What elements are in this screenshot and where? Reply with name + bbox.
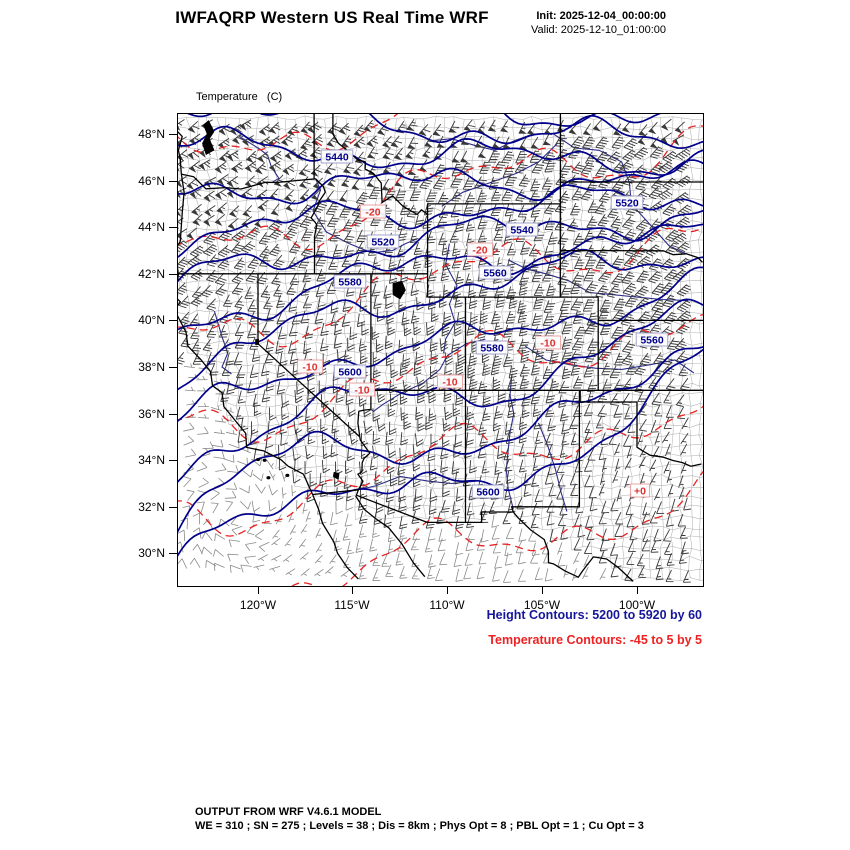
svg-text:-10: -10 [302,362,317,374]
contour-label: -10 [436,374,464,389]
init-time: Init: 2025-12-04_00:00:00 [536,10,666,22]
svg-text:5580: 5580 [480,343,504,355]
state-borders [178,114,703,582]
lon-tick [637,586,639,594]
contour-label: 5600 [471,484,505,499]
svg-text:5560: 5560 [640,335,664,347]
contour-label: -10 [348,382,376,397]
lat-tick [169,553,177,555]
lat-tick [169,507,177,509]
weather-map: 5440 5520 5540 5520 5560 5580 5560 5580 5600 5600… [177,113,704,587]
lat-tick [169,320,177,322]
contour-label: 5560 [478,265,512,280]
lat-tick-label: 40°N [138,313,165,327]
lat-tick [169,181,177,183]
footer-model-line: OUTPUT FROM WRF V4.6.1 MODEL [195,806,382,818]
contour-label: -10 [534,335,562,350]
svg-text:-10: -10 [540,338,555,350]
lon-tick [258,586,260,594]
height-contours-caption: Height Contours: 5200 to 5920 by 60 [486,608,702,622]
lat-tick [169,134,177,136]
contour-label: 5580 [475,340,509,355]
contour-label: -20 [466,242,494,257]
svg-text:5540: 5540 [510,225,534,237]
lat-tick-label: 34°N [138,453,165,467]
lat-tick-label: 36°N [138,407,165,421]
lon-tick-label: 110°W [429,598,465,612]
contour-label: 5440 [320,149,354,164]
lat-tick-label: 32°N [138,500,165,514]
svg-text:-10: -10 [442,377,457,389]
lakes [202,120,406,480]
lat-tick [169,460,177,462]
contour-label: 5520 [366,234,400,249]
svg-text:-20: -20 [472,245,487,257]
valid-time: Valid: 2025-12-10_01:00:00 [531,24,666,36]
contour-label: -20 [359,204,387,219]
lat-tick-label: 42°N [138,267,165,281]
temperature-contours-caption: Temperature Contours: -45 to 5 by 5 [488,633,702,647]
lon-tick-label: 105°W [523,598,561,612]
svg-text:5440: 5440 [325,152,349,164]
lat-tick-label: 44°N [138,220,165,234]
svg-text:5520: 5520 [615,198,639,210]
contour-label: 5560 [635,332,669,347]
lon-tick-label: 115°W [334,598,370,612]
contour-label: 5540 [505,222,539,237]
contour-label: 5600 [333,364,367,379]
svg-text:5520: 5520 [371,237,395,249]
lon-tick-label: 100°W [618,598,656,612]
lat-tick-label: 30°N [138,546,165,560]
footer-config-line: WE = 310 ; SN = 275 ; Levels = 38 ; Dis … [195,820,644,832]
lon-tick [352,586,354,594]
lon-tick-label: 120°W [239,598,277,612]
svg-text:-10: -10 [354,385,369,397]
lon-tick [542,586,544,594]
svg-text:5560: 5560 [483,268,507,280]
svg-text:+0: +0 [634,486,646,498]
lat-tick-label: 48°N [138,127,165,141]
contour-label: +0 [630,483,650,498]
contour-label-layer: 5440 5520 5540 5520 5560 5580 5560 5580 5600 5600… [296,149,669,499]
contour-label: -10 [296,359,324,374]
svg-text:-20: -20 [365,207,380,219]
svg-text:5600: 5600 [476,487,500,499]
lat-tick [169,227,177,229]
lon-tick [447,586,449,594]
lat-tick-label: 38°N [138,360,165,374]
svg-text:5580: 5580 [338,277,362,289]
svg-text:5600: 5600 [338,367,362,379]
legend-temperature: Temperature (C) [196,91,283,103]
lat-tick [169,367,177,369]
lat-tick-label: 46°N [138,174,165,188]
contour-label: 5580 [333,274,367,289]
run-times: Init: 2025-12-04_00:00:00 Valid: 2025-12… [466,9,666,37]
height-contours [178,114,703,557]
contour-label: 5520 [610,195,644,210]
lat-tick [169,414,177,416]
page-title: IWFAQRP Western US Real Time WRF [175,8,489,27]
lat-tick [169,274,177,276]
